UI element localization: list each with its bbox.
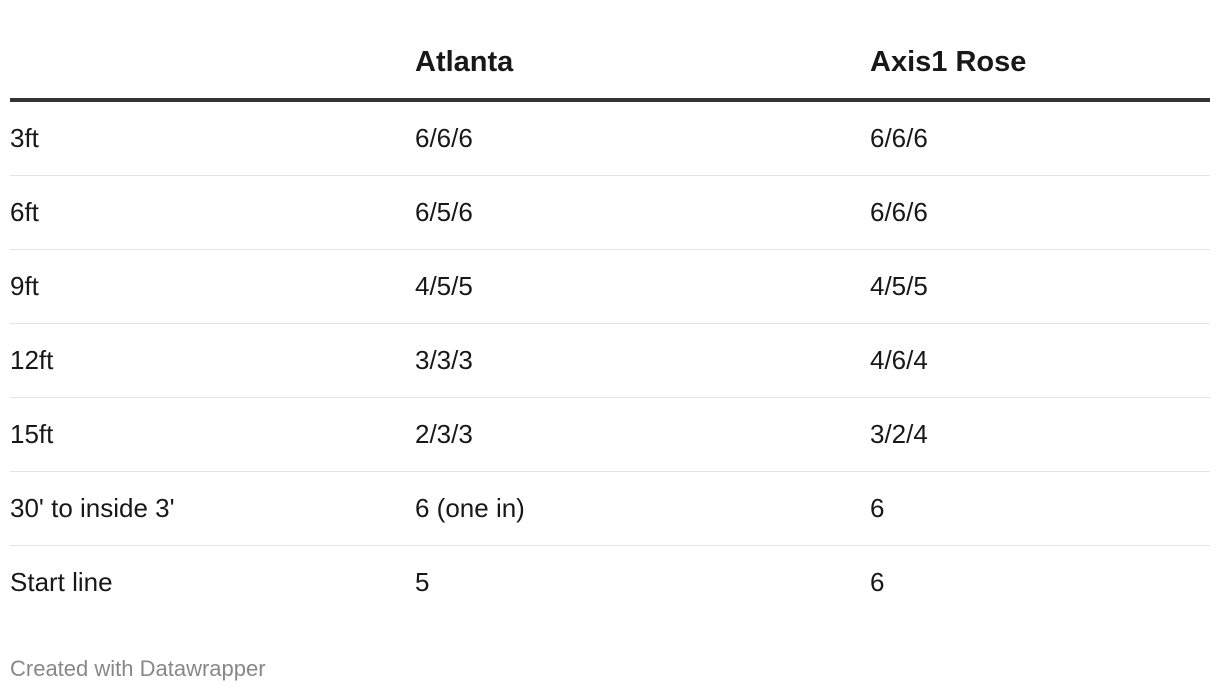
datawrapper-credit: Created with Datawrapper — [10, 656, 266, 681]
header-cell-atlanta: Atlanta — [415, 26, 870, 102]
axis1-rose-cell: 6/6/6 — [870, 175, 1210, 250]
row-label-cell: Start line — [10, 567, 113, 597]
row-label-cell: 6ft — [10, 175, 415, 250]
atlanta-cell: 2/3/3 — [415, 397, 870, 472]
row-label-cell: 12ft — [10, 323, 415, 398]
table-row: 12ft 3/3/3 4/6/4 — [10, 323, 1210, 398]
table-row: 30' to inside 3' 6 (one in) 6 — [10, 471, 1210, 546]
atlanta-cell: 5 — [415, 567, 430, 597]
axis1-rose-cell: 6/6/6 — [870, 100, 1210, 176]
table-row: 6ft 6/5/6 6/6/6 — [10, 175, 1210, 250]
row-label-cell: 30' to inside 3' — [10, 471, 415, 546]
atlanta-cell: 4/5/5 — [415, 249, 870, 324]
axis1-rose-cell: 4/5/5 — [870, 249, 1210, 324]
data-table: Atlanta Axis1 Rose 3ft 6/6/6 6/6/6 6ft 6… — [10, 26, 1210, 619]
table-row: Start line 5 6 — [10, 546, 1210, 620]
row-label-cell: 15ft — [10, 397, 415, 472]
atlanta-cell: 3/3/3 — [415, 323, 870, 398]
atlanta-cell: 6 (one in) — [415, 471, 870, 546]
header-cell-axis1-rose: Axis1 Rose — [870, 26, 1210, 102]
header-cell-0 — [10, 26, 415, 102]
table-body: 3ft 6/6/6 6/6/6 6ft 6/5/6 6/6/6 9ft 4/5/… — [10, 100, 1210, 619]
axis1-rose-cell: 6 — [870, 567, 885, 597]
row-label-cell: 3ft — [10, 100, 415, 176]
table-row: 15ft 2/3/3 3/2/4 — [10, 397, 1210, 472]
axis1-rose-cell: 3/2/4 — [870, 397, 1210, 472]
header-row: Atlanta Axis1 Rose — [10, 26, 1210, 102]
axis1-rose-cell: 6 — [870, 471, 1210, 546]
table-row: 3ft 6/6/6 6/6/6 — [10, 100, 1210, 176]
row-label-cell: 9ft — [10, 249, 415, 324]
table-row: 9ft 4/5/5 4/5/5 — [10, 249, 1210, 324]
atlanta-cell: 6/6/6 — [415, 100, 870, 176]
axis1-rose-cell: 4/6/4 — [870, 323, 1210, 398]
table-header: Atlanta Axis1 Rose — [10, 26, 1210, 102]
atlanta-cell: 6/5/6 — [415, 175, 870, 250]
data-table-container: Atlanta Axis1 Rose 3ft 6/6/6 6/6/6 6ft 6… — [10, 26, 1210, 619]
